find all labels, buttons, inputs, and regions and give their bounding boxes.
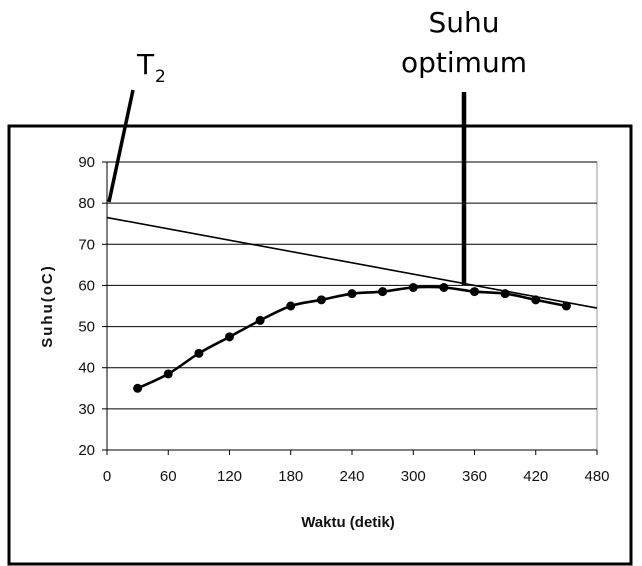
- data-point: [561, 301, 571, 311]
- data-point: [286, 301, 296, 311]
- y-tick-label: 80: [78, 195, 95, 212]
- series-layer: [133, 282, 571, 393]
- x-tick-label: 0: [103, 468, 111, 485]
- t2-label: T: [136, 48, 155, 81]
- x-tick-label: 480: [584, 468, 609, 485]
- optimum-label-line2: optimum: [401, 46, 527, 79]
- x-tick-labels: 0 60 120 180 240 300 360 420 480: [103, 468, 610, 485]
- y-tick-label: 20: [78, 442, 95, 459]
- data-point: [194, 348, 204, 358]
- data-point: [133, 383, 143, 393]
- x-tick-label: 120: [217, 468, 242, 485]
- t2-subscript: 2: [155, 67, 166, 87]
- data-point: [408, 282, 418, 292]
- t2-pointer-line: [107, 89, 135, 203]
- chart-frame: [7, 124, 633, 566]
- data-point: [378, 287, 388, 297]
- grid-lines: [102, 161, 598, 455]
- x-axis-title: Waktu (detik): [301, 514, 395, 531]
- y-tick-label: 90: [78, 154, 95, 171]
- data-point: [347, 289, 357, 299]
- tangent-line: [106, 216, 598, 309]
- y-tick-label: 30: [78, 401, 95, 418]
- x-tick-label: 360: [462, 468, 487, 485]
- y-tick-label: 50: [78, 319, 95, 336]
- data-point: [439, 282, 449, 292]
- y-axis-title: Suhu(oC): [39, 264, 56, 347]
- x-tick-label: 180: [278, 468, 303, 485]
- x-tick-label: 240: [339, 468, 364, 485]
- data-point: [163, 369, 173, 379]
- y-tick-labels: 20 30 40 50 60 70 80 90: [78, 154, 95, 459]
- x-tick-label: 300: [401, 468, 426, 485]
- x-tick-label: 420: [523, 468, 548, 485]
- tangent-layer: [106, 216, 598, 309]
- y-tick-label: 40: [78, 360, 95, 377]
- data-point: [255, 315, 265, 325]
- data-point: [225, 332, 234, 342]
- data-point: [316, 295, 326, 305]
- optimum-label-line1: Suhu: [428, 6, 499, 39]
- y-tick-label: 60: [78, 277, 95, 294]
- x-tick-label: 60: [160, 468, 177, 485]
- data-point: [500, 289, 510, 299]
- data-point: [531, 295, 541, 305]
- data-point: [470, 287, 479, 297]
- y-tick-label: 70: [78, 236, 95, 253]
